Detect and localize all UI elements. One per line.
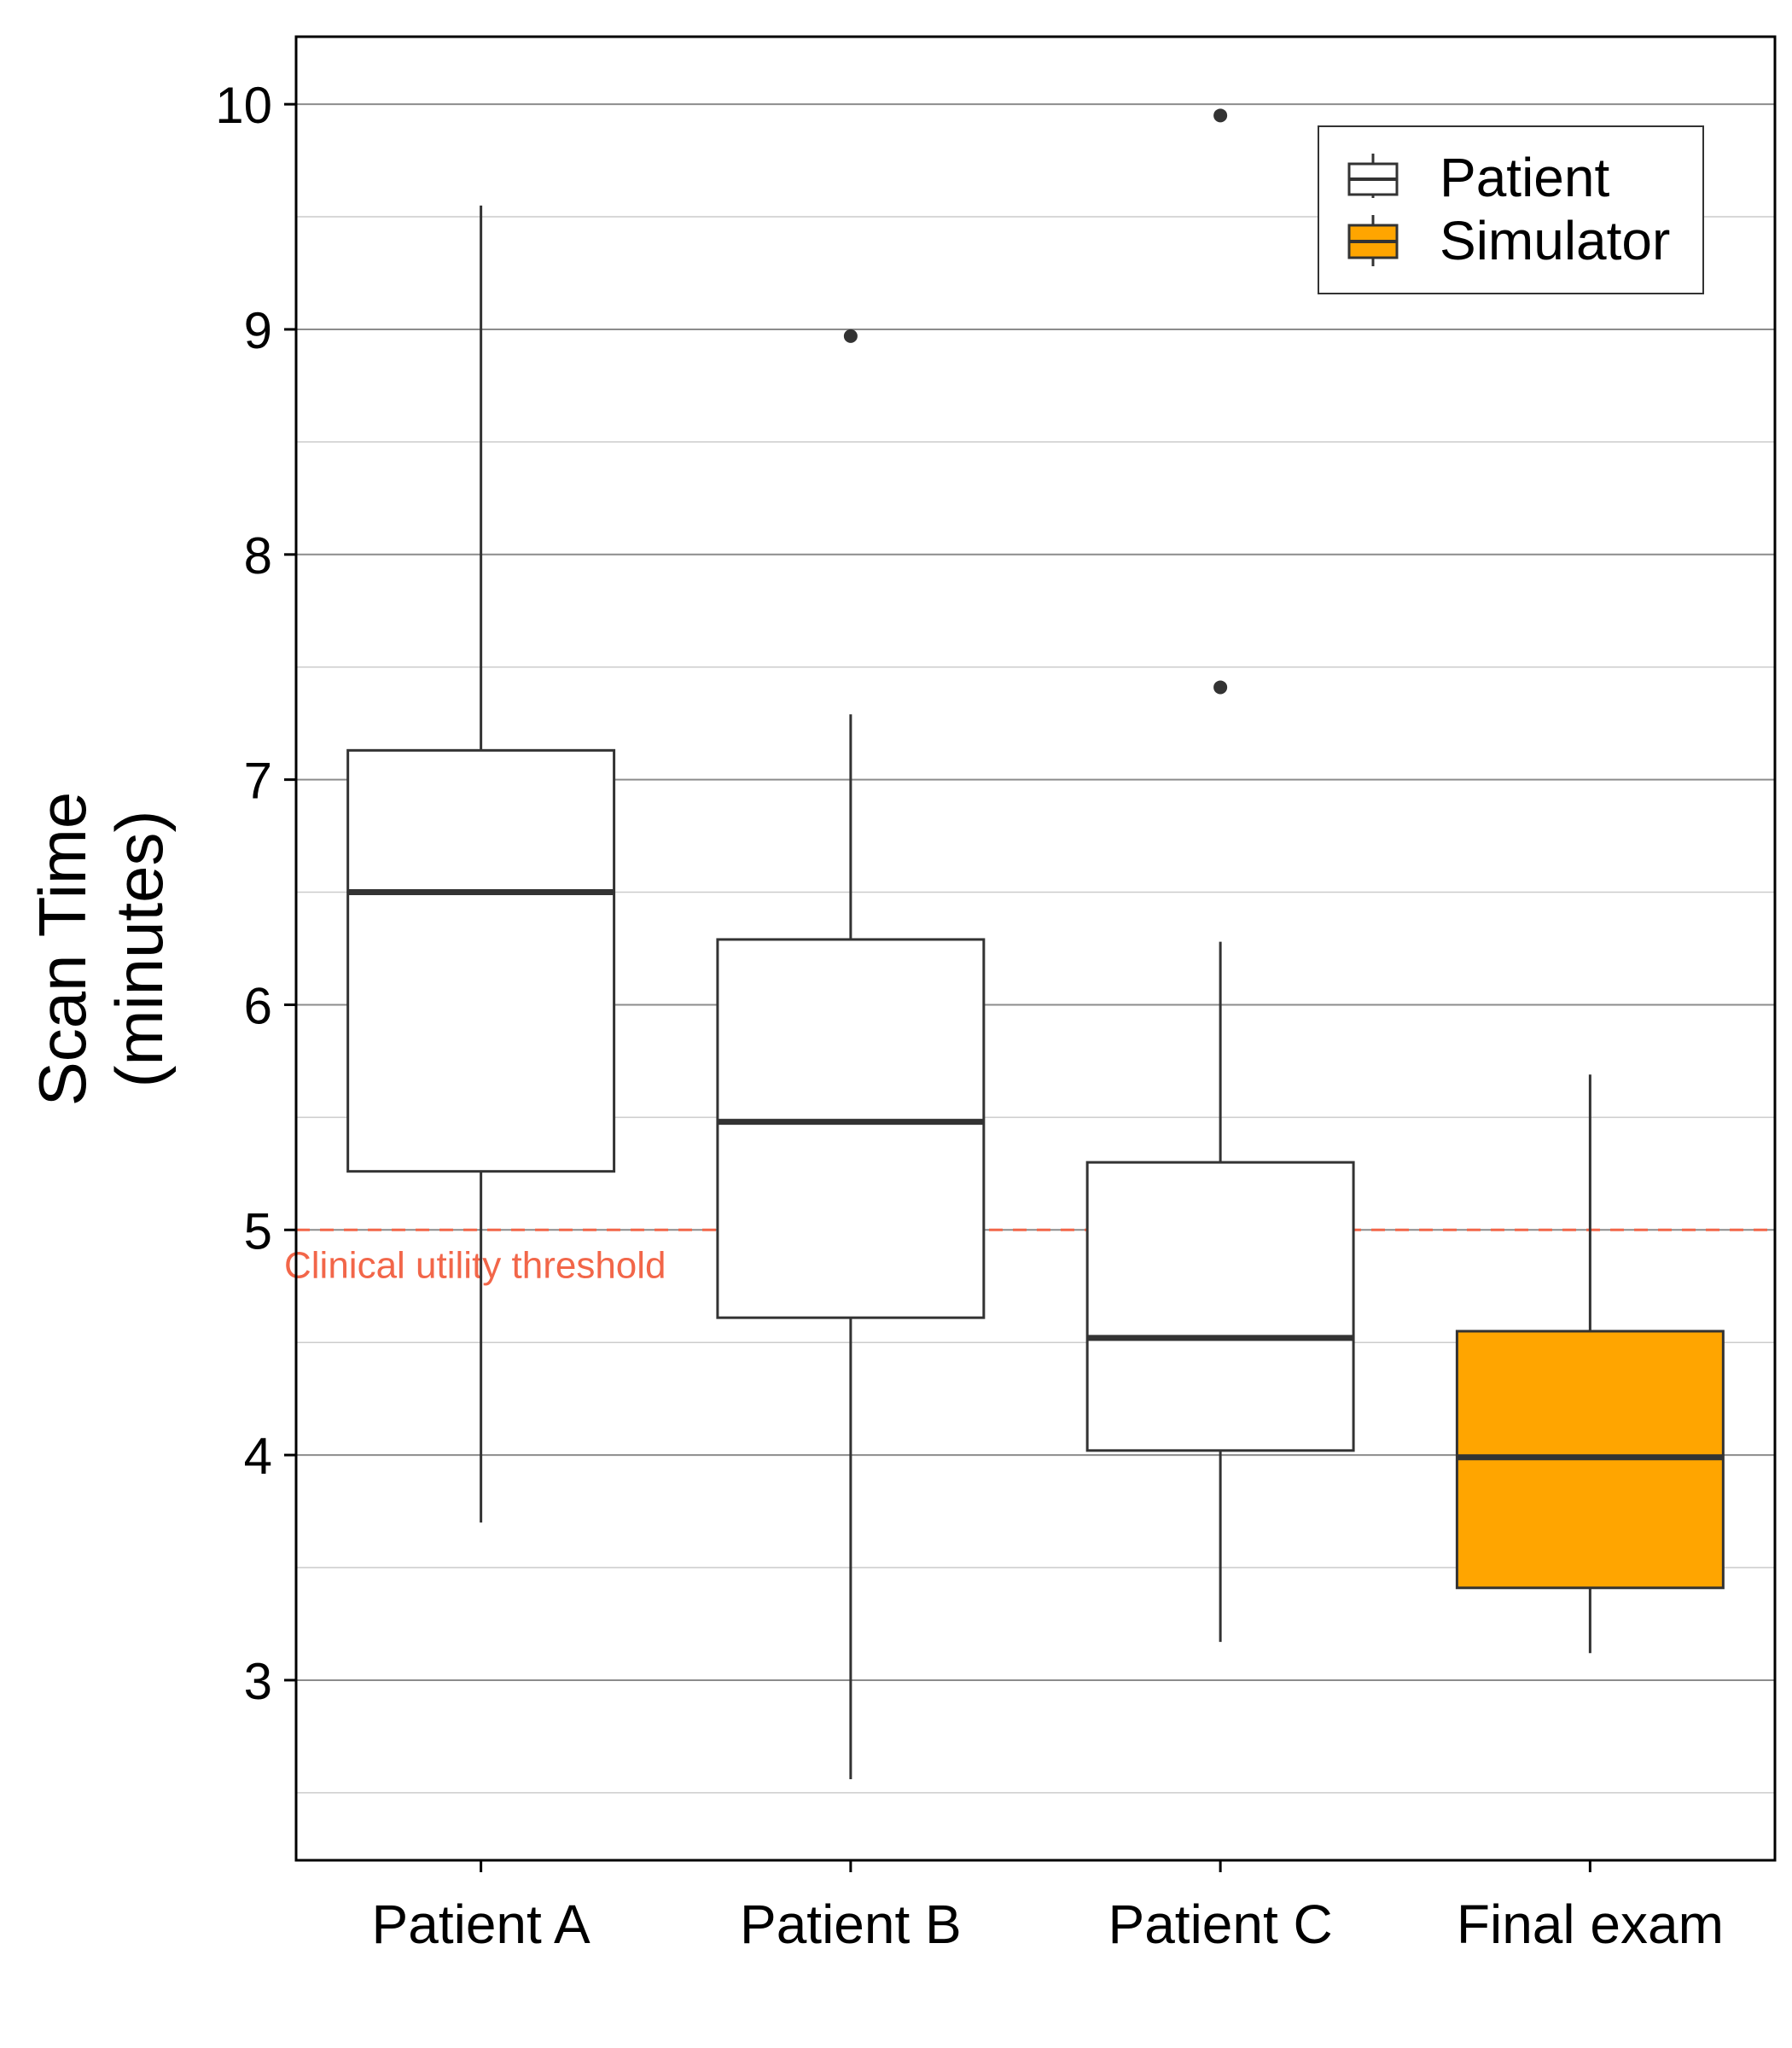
x-tick-label: Patient A — [372, 1894, 591, 1955]
iqr-box — [716, 938, 986, 1319]
y-tick-label: 10 — [215, 77, 272, 134]
legend-label-patient: Patient — [1440, 147, 1609, 208]
y-axis-title-line1: Scan Time — [25, 792, 100, 1106]
threshold-layer: Clinical utility threshold — [284, 1228, 1775, 1286]
threshold-label: Clinical utility threshold — [284, 1244, 666, 1286]
iqr-box — [346, 748, 616, 1173]
box-final-exam — [1455, 1074, 1725, 1654]
axis-layer: 3 4 5 6 7 8 9 10 Patient A Patient B Patient C Fina… — [215, 77, 1724, 1955]
outlier-point — [843, 329, 858, 343]
y-tick-label: 7 — [244, 753, 272, 810]
y-tick-label: 5 — [244, 1202, 272, 1260]
box-patient-a — [346, 205, 616, 1523]
y-tick-label: 3 — [244, 1653, 272, 1710]
boxes-layer — [346, 108, 1725, 1780]
legend-label-simulator: Simulator — [1440, 210, 1670, 271]
legend-key-simulator — [1347, 215, 1399, 266]
iqr-box — [1085, 1161, 1355, 1452]
box-patient-c — [1085, 108, 1355, 1643]
x-tick-label: Final exam — [1457, 1894, 1724, 1955]
outlier-point — [1213, 680, 1228, 695]
x-tick-label: Patient B — [740, 1894, 962, 1955]
y-tick-label: 9 — [244, 302, 272, 359]
box-patient-b — [716, 329, 986, 1780]
legend: Patient Simulator — [1318, 125, 1704, 294]
outlier-point — [1213, 108, 1228, 123]
y-axis-title-line2: (minutes) — [102, 810, 177, 1087]
y-tick-label: 4 — [244, 1428, 272, 1485]
x-tick-label: Patient C — [1108, 1894, 1333, 1955]
y-tick-label: 6 — [244, 977, 272, 1034]
legend-key-patient — [1347, 154, 1399, 198]
y-tick-label: 8 — [244, 527, 272, 585]
legend-frame — [1318, 125, 1704, 294]
plot-frame — [294, 35, 1777, 1862]
